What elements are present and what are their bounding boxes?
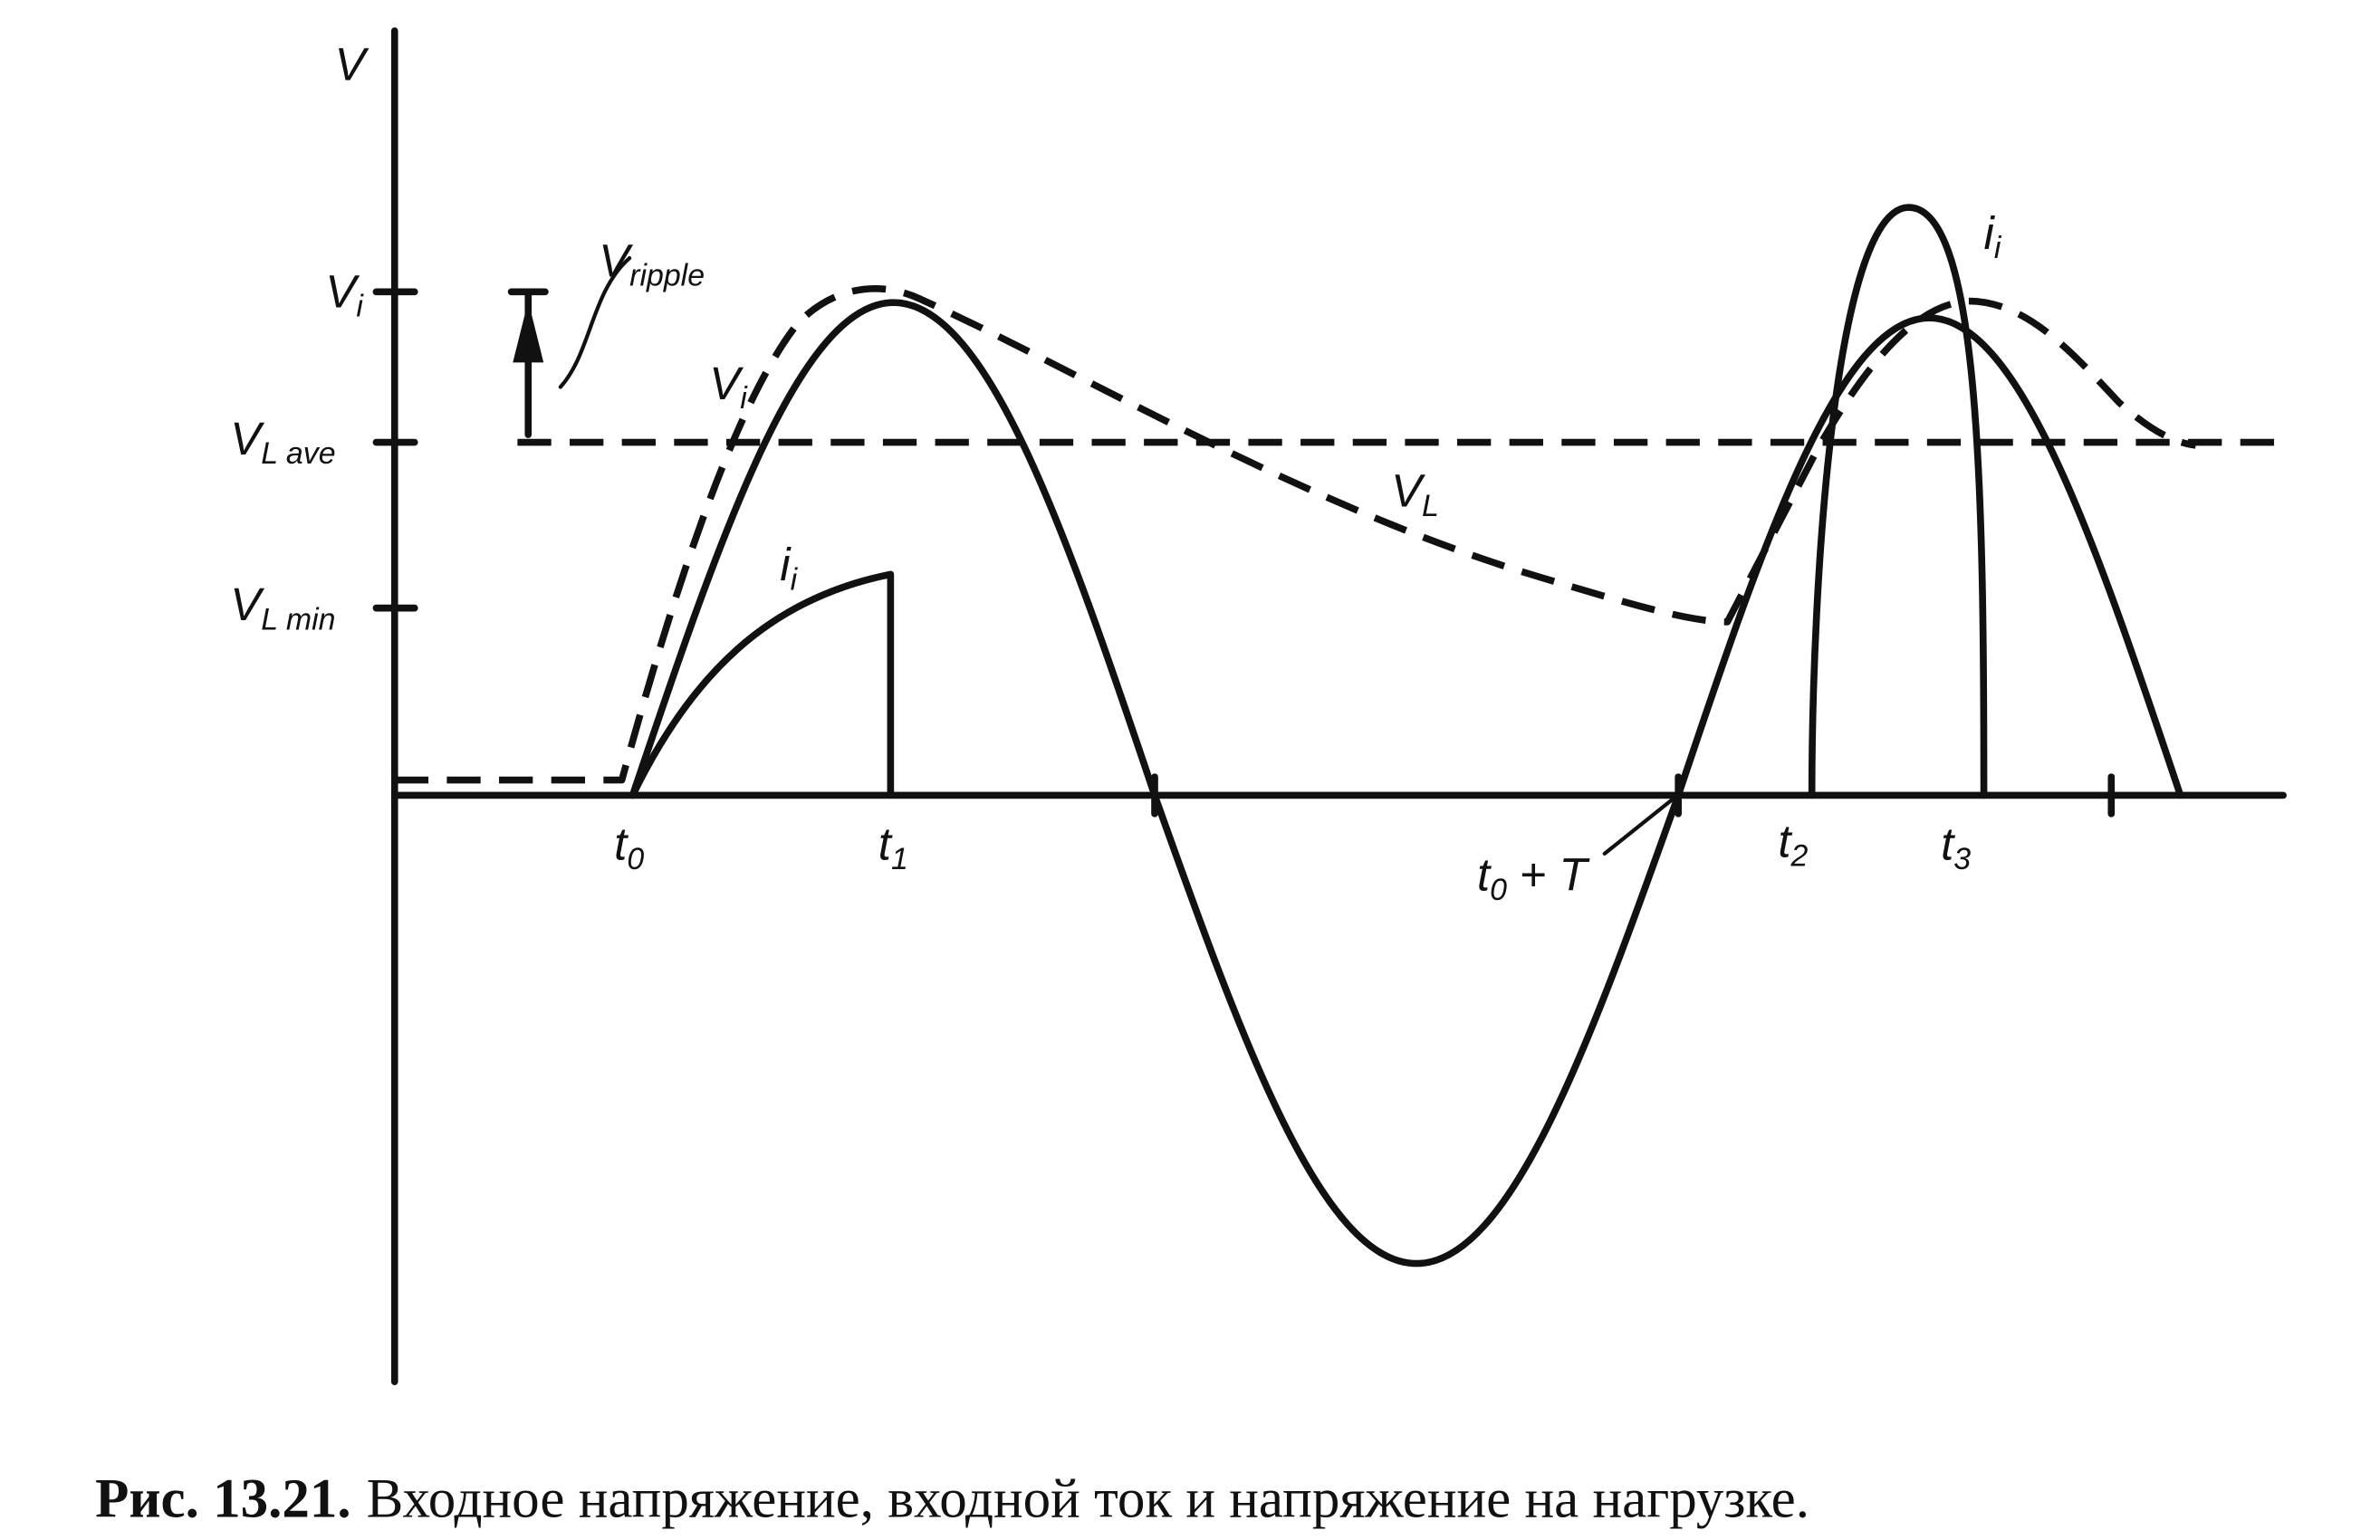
text-part: 0 [627, 842, 644, 876]
axis-label: V [335, 38, 369, 90]
caption: Рис. 13.21. Входное напряжение, входной т… [95, 1468, 1809, 1529]
text-part: V [230, 579, 264, 630]
text-part: V [599, 234, 633, 286]
y-label: VL ave [230, 413, 335, 471]
text-part: 2 [1790, 838, 1809, 873]
y-label: Vi [325, 265, 364, 323]
text-part: V [709, 358, 744, 409]
text-part: 1 [891, 842, 908, 876]
curve-label: ii [1984, 207, 2002, 265]
text-part: V [1391, 465, 1425, 517]
x-label: t0 [614, 818, 644, 876]
text-part: L min [261, 602, 335, 636]
text-part: Входное напряжение, входной ток и напряж… [367, 1468, 1809, 1529]
text-part: L [1422, 489, 1439, 523]
curve-label: VL [1391, 465, 1439, 523]
curve-label: Vi [709, 358, 748, 416]
current-pulse [1808, 204, 1988, 799]
curve-label: Vripple [599, 234, 705, 292]
text-part: L ave [261, 436, 335, 471]
text-part: i [740, 381, 748, 416]
text-part: i [791, 562, 799, 597]
text-part: 0 [1490, 873, 1507, 907]
curve-label: ii [780, 539, 798, 597]
load-voltage [394, 284, 2197, 784]
x-label: t1 [878, 818, 908, 876]
y-label: VL min [230, 579, 335, 636]
text-part: ripple [629, 259, 705, 293]
input-voltage [629, 299, 2184, 1267]
leader-line [1602, 796, 1676, 856]
text-part: i [356, 289, 364, 323]
text-part: i [1984, 207, 1996, 259]
text-part: t [878, 818, 893, 870]
text-part: + T [1520, 849, 1591, 901]
text-part: t [1477, 849, 1492, 901]
ripple-arrow [507, 255, 632, 438]
text-part: t [1941, 818, 1955, 870]
text-part: V [325, 265, 360, 317]
text-part: 3 [1953, 842, 1971, 876]
current-pulse [629, 570, 895, 799]
text-part: Рис. 13.21. [95, 1468, 351, 1529]
text-part: V [230, 413, 264, 464]
text-part: i [1994, 231, 2002, 265]
x-label: t2 [1778, 815, 1808, 873]
text-part: i [780, 539, 792, 590]
text-part: t [614, 818, 629, 870]
x-label: t3 [1941, 818, 1971, 876]
text-part: t [1778, 815, 1792, 866]
x-label: t0 + T [1477, 849, 1590, 907]
